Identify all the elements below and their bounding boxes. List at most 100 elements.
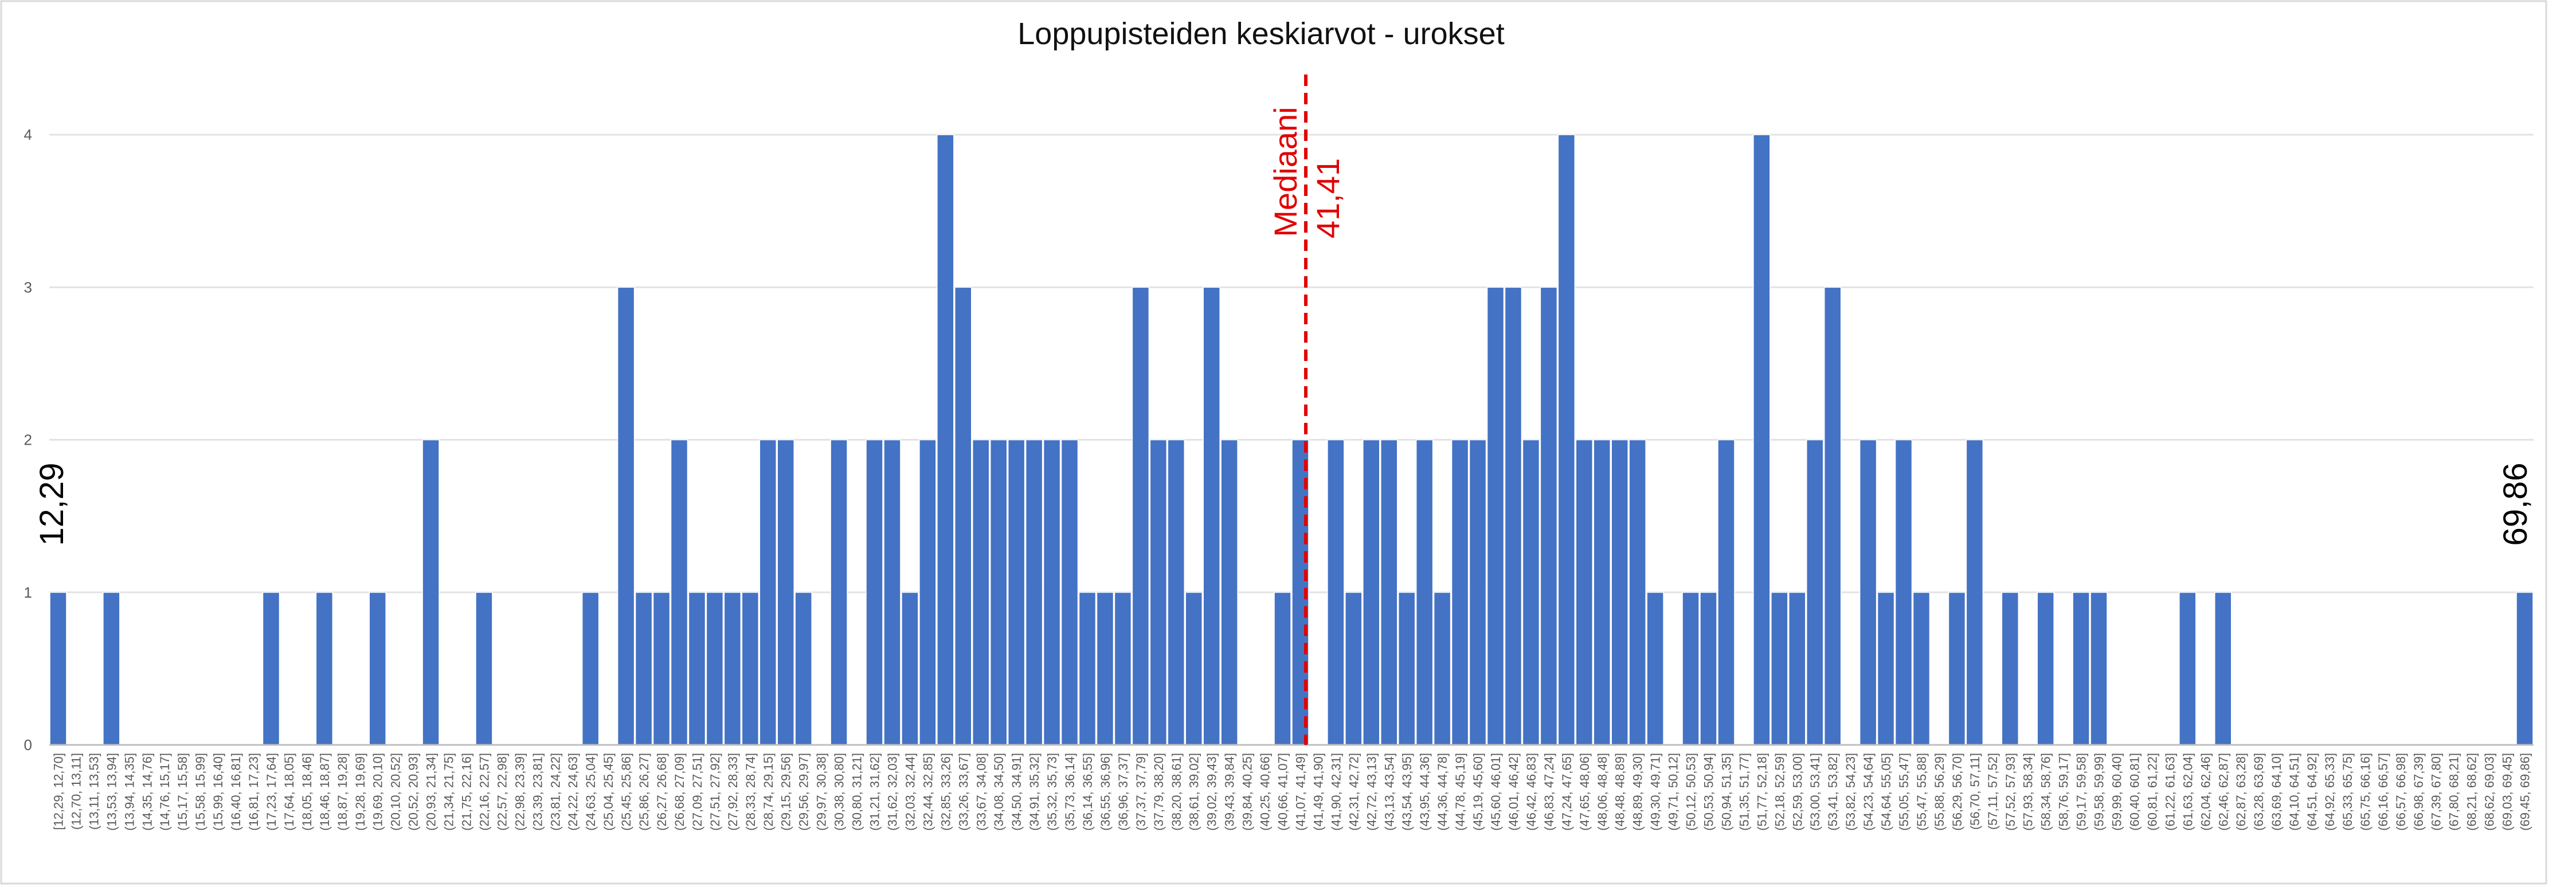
x-tick-label: (22,57, 22,98] <box>495 753 509 831</box>
x-tick-label: (35,32, 35,73] <box>1045 753 1059 831</box>
x-tick-label: (36,96, 37,37] <box>1116 753 1130 831</box>
bar <box>1646 592 1664 745</box>
x-tick-label: (48,48, 48,89] <box>1613 753 1627 831</box>
bar <box>1096 592 1114 745</box>
x-tick-label: (50,94, 51,35] <box>1719 753 1733 831</box>
x-tick-label: (48,89, 49,30] <box>1631 753 1645 831</box>
x-tick-label: (55,05, 55,47] <box>1897 753 1911 831</box>
x-tick-label: (46,42, 46,83] <box>1524 753 1538 831</box>
x-tick-label: (20,10, 20,52] <box>389 753 403 831</box>
x-tick-label: (56,70, 57,11] <box>1968 753 1982 830</box>
bar <box>262 592 280 745</box>
x-tick-label: (38,20, 38,61] <box>1169 753 1184 831</box>
bar <box>741 592 760 745</box>
bar <box>1540 286 1558 745</box>
x-tick-label: (68,62, 69,03] <box>2483 753 2497 831</box>
bar <box>2179 592 2197 745</box>
x-tick-label: (34,50, 34,91] <box>1009 753 1024 831</box>
x-tick-label: (29,56, 29,97] <box>797 753 811 831</box>
x-tick-label: (61,63, 62,04] <box>2180 753 2195 831</box>
bar <box>706 592 724 745</box>
x-tick-label: (41,49, 41,90] <box>1311 753 1325 831</box>
bar <box>1877 592 1895 745</box>
x-tick-label: (67,39, 67,80] <box>2429 753 2444 831</box>
bar <box>2037 592 2054 745</box>
bar <box>1504 286 1522 745</box>
x-tick-label: (51,77, 52,18] <box>1755 753 1769 831</box>
bar <box>1859 439 1877 745</box>
x-tick-label: (57,11, 57,52] <box>1986 753 2000 830</box>
x-tick-label: (39,84, 40,25] <box>1240 753 1255 831</box>
x-tick-label: (64,92, 65,33] <box>2323 753 2337 831</box>
x-tick-label: (18,87, 19,28] <box>335 753 350 831</box>
x-tick-label: (29,97, 30,38] <box>815 753 829 831</box>
bar <box>369 592 386 745</box>
x-tick-label: (47,65, 48,06] <box>1577 753 1592 831</box>
bar <box>1753 134 1771 745</box>
bar <box>1948 592 1966 745</box>
bar <box>49 592 67 745</box>
bar <box>777 439 794 745</box>
x-tick-label: (49,30, 49,71] <box>1649 753 1663 831</box>
bar <box>794 592 812 745</box>
bar <box>2001 592 2019 745</box>
x-tick-label: (63,28, 63,69] <box>2252 753 2266 831</box>
x-tick-label: (27,09, 27,51] <box>690 753 704 831</box>
x-tick-label: (20,93, 21,34] <box>424 753 439 831</box>
x-tick-label: (39,02, 39,43] <box>1205 753 1219 831</box>
x-tick-label: (34,91, 35,32] <box>1027 753 1042 831</box>
x-tick-label: (52,18, 52,59] <box>1772 753 1787 831</box>
x-tick-label: (34,08, 34,50] <box>992 753 1006 831</box>
x-tick-label: (69,45, 69,86] <box>2518 753 2532 831</box>
x-tick-label: (47,24, 47,65] <box>1560 753 1574 831</box>
x-tick-label: (41,90, 42,31] <box>1329 753 1343 831</box>
x-tick-label: (55,47, 55,88] <box>1915 753 1929 831</box>
x-tick-label: (59,99, 60,40] <box>2110 753 2124 831</box>
x-tick-label: (33,67, 34,08] <box>974 753 988 831</box>
x-tick-label: (45,19, 45,60] <box>1471 753 1485 831</box>
bar <box>1078 592 1097 745</box>
bar <box>2072 592 2090 745</box>
y-axis-ticks: 0 1 2 3 4 <box>24 126 32 753</box>
x-tick-label: (44,36, 44,78] <box>1435 753 1450 831</box>
x-tick-label: (29,15, 29,56] <box>779 753 793 831</box>
x-tick-label: (49,71, 50,12] <box>1666 753 1681 831</box>
bar <box>1912 592 1931 745</box>
x-tick-label: (16,40, 16,81] <box>229 753 243 831</box>
x-tick-label: (36,55, 36,96] <box>1098 753 1113 831</box>
bar <box>1451 439 1469 745</box>
x-tick-label: (20,52, 20,93] <box>406 753 421 831</box>
bar <box>1203 286 1220 745</box>
bar <box>1025 439 1043 745</box>
y-tick-label: 3 <box>24 278 32 296</box>
x-tick-label: (54,64, 55,05] <box>1879 753 1893 831</box>
x-tick-label: (12,70, 13,11] <box>69 753 83 830</box>
x-tick-label: (33,26, 33,67] <box>956 753 970 831</box>
x-tick-label: (37,79, 38,20] <box>1152 753 1166 831</box>
x-tick-label: (13,94, 14,35] <box>122 753 136 831</box>
x-tick-label: (25,86, 26,27] <box>637 753 651 831</box>
bar <box>1433 592 1451 745</box>
x-tick-label: (45,60, 46,01] <box>1489 753 1503 831</box>
x-tick-label: (61,22, 61,63] <box>2163 753 2177 831</box>
x-tick-label: (32,44, 32,85] <box>921 753 935 831</box>
y-tick-label: 0 <box>24 736 32 753</box>
bar <box>1415 439 1434 745</box>
x-tick-label: (58,76, 59,17] <box>2057 753 2071 831</box>
x-tick-label: (26,27, 26,68] <box>655 753 669 831</box>
bar <box>1593 439 1611 745</box>
x-tick-label: (48,06, 48,48] <box>1595 753 1610 831</box>
x-tick-label: (66,57, 66,98] <box>2394 753 2408 831</box>
bar <box>2090 592 2108 745</box>
x-tick-label: (60,40, 60,81] <box>2127 753 2142 831</box>
bar <box>1806 439 1824 745</box>
x-axis-tick-labels: [12,29, 12,70] (12,70, 13,11] (13,11, 13,5… <box>51 753 2532 831</box>
bar <box>2516 592 2534 745</box>
bar <box>1469 439 1487 745</box>
x-tick-label: (57,93, 58,34] <box>2021 753 2035 831</box>
bar <box>581 592 600 745</box>
bar <box>1628 439 1646 745</box>
x-tick-label: (60,81, 61,22] <box>2145 753 2159 831</box>
x-tick-label: (53,00, 53,41] <box>1808 753 1822 831</box>
